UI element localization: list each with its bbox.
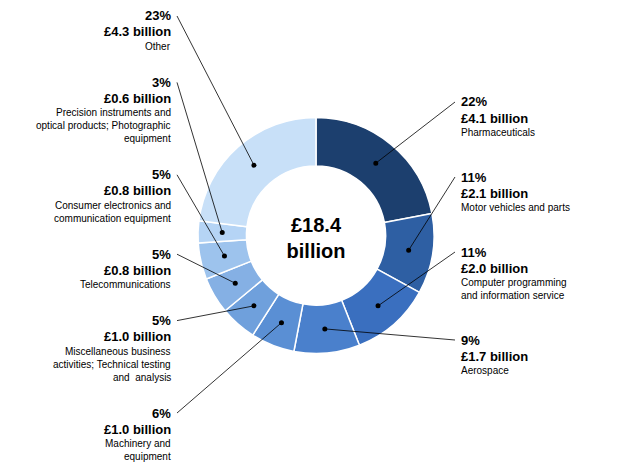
svg-text:£1.0 billion: £1.0 billion (104, 422, 171, 437)
svg-text:equipment: equipment (124, 133, 171, 144)
svg-text:£1.7 billion: £1.7 billion (461, 349, 528, 364)
svg-text:£1.0 billion: £1.0 billion (104, 329, 171, 344)
svg-text:Telecommunications: Telecommunications (80, 279, 171, 290)
svg-text:£2.0 billion: £2.0 billion (461, 261, 528, 276)
svg-text:3%: 3% (152, 75, 171, 90)
svg-text:Computer programming: Computer programming (461, 277, 567, 288)
svg-text:Miscellaneous business: Miscellaneous business (65, 346, 171, 357)
svg-text:11%: 11% (461, 245, 487, 260)
svg-text:£4.3 billion: £4.3 billion (104, 24, 171, 39)
svg-text:Consumer electronics and: Consumer electronics and (55, 200, 171, 211)
svg-text:£0.8 billion: £0.8 billion (104, 263, 171, 278)
svg-text:Aerospace: Aerospace (461, 365, 509, 376)
svg-text:£2.1 billion: £2.1 billion (461, 186, 528, 201)
svg-text:Precision instruments and: Precision instruments and (56, 107, 171, 118)
svg-text:and information service: and information service (461, 290, 565, 301)
svg-text:Motor vehicles and parts: Motor vehicles and parts (461, 202, 570, 213)
svg-text:communication equipment: communication equipment (54, 213, 171, 224)
svg-text:activities; Technical testing: activities; Technical testing (53, 359, 171, 370)
svg-text:11%: 11% (461, 170, 487, 185)
svg-text:9%: 9% (461, 333, 480, 348)
svg-text:Pharmaceuticals: Pharmaceuticals (461, 127, 535, 138)
svg-text:5%: 5% (152, 313, 171, 328)
svg-text:Machinery and: Machinery and (105, 438, 171, 449)
svg-text:Other: Other (145, 41, 171, 52)
svg-text:and analysis: and analysis (113, 372, 171, 383)
svg-text:6%: 6% (152, 406, 171, 421)
svg-text:optical products; Photographic: optical products; Photographic (36, 120, 171, 131)
svg-text:£0.8 billion: £0.8 billion (104, 183, 171, 198)
svg-text:equipment: equipment (124, 451, 171, 462)
svg-text:22%: 22% (461, 94, 487, 109)
svg-text:5%: 5% (152, 247, 171, 262)
svg-text:23%: 23% (145, 8, 171, 23)
svg-text:£0.6 billion: £0.6 billion (104, 91, 171, 106)
svg-text:5%: 5% (152, 167, 171, 182)
svg-text:£4.1 billion: £4.1 billion (461, 111, 528, 126)
svg-text:£18.4billion: £18.4billion (287, 214, 346, 262)
